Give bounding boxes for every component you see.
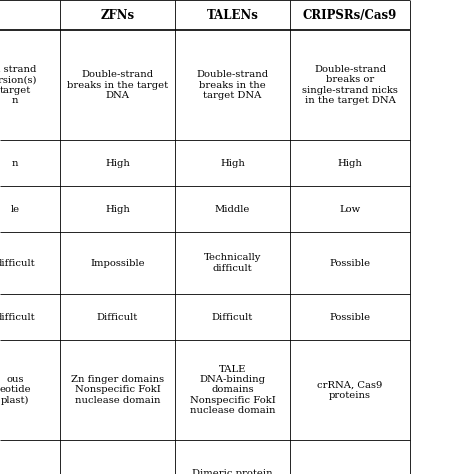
Text: Middle: Middle	[215, 204, 250, 213]
Text: High: High	[105, 158, 130, 167]
Text: n: n	[12, 158, 18, 167]
Text: Zn finger domains
Nonspecific FokI
nuclease domain: Zn finger domains Nonspecific FokI nucle…	[71, 375, 164, 405]
Text: Double-strand
breaks in the target
DNA: Double-strand breaks in the target DNA	[67, 70, 168, 100]
Text: TALENs: TALENs	[207, 9, 258, 21]
Text: difficult: difficult	[0, 312, 35, 321]
Text: High: High	[337, 158, 363, 167]
Text: CRIPSRs/Cas9: CRIPSRs/Cas9	[303, 9, 397, 21]
Text: Possible: Possible	[329, 312, 371, 321]
Text: High: High	[220, 158, 245, 167]
Text: Possible: Possible	[329, 258, 371, 267]
Text: TALE
DNA-binding
domains
Nonspecific FokI
nuclease domain: TALE DNA-binding domains Nonspecific Fok…	[190, 365, 275, 415]
Text: difficult: difficult	[0, 258, 35, 267]
Text: Impossible: Impossible	[90, 258, 145, 267]
Text: Technically
difficult: Technically difficult	[204, 253, 261, 273]
Text: Dimeric protein

Restriction
endonuclease
FokI: Dimeric protein Restriction endonuclease…	[192, 469, 273, 474]
Text: Double-strand
breaks in the
target DNA: Double-strand breaks in the target DNA	[196, 70, 269, 100]
Text: High: High	[105, 204, 130, 213]
Text: Double-strand
breaks or
single-strand nicks
in the target DNA: Double-strand breaks or single-strand ni…	[302, 65, 398, 105]
Text: le: le	[10, 204, 19, 213]
Text: crRNA, Cas9
proteins: crRNA, Cas9 proteins	[317, 380, 383, 400]
Text: n strand
ersion(s)
target
n: n strand ersion(s) target n	[0, 65, 37, 105]
Text: Low: Low	[339, 204, 361, 213]
Text: ZFNs: ZFNs	[100, 9, 135, 21]
Text: Difficult: Difficult	[97, 312, 138, 321]
Text: Difficult: Difficult	[212, 312, 253, 321]
Text: ous
eotide
plast): ous eotide plast)	[0, 375, 31, 405]
